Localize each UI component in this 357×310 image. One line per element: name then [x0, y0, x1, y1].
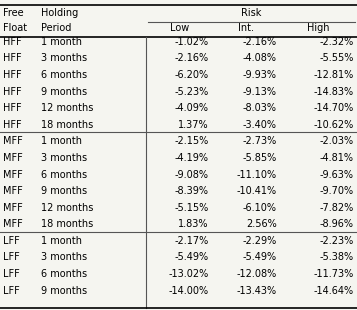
Text: -2.29%: -2.29%	[242, 236, 277, 246]
Text: -5.49%: -5.49%	[175, 252, 209, 263]
Text: -2.17%: -2.17%	[175, 236, 209, 246]
Text: -2.32%: -2.32%	[319, 37, 353, 47]
Text: -2.16%: -2.16%	[175, 53, 209, 64]
Text: LFF: LFF	[3, 269, 20, 279]
Text: -2.15%: -2.15%	[175, 136, 209, 146]
Text: 18 months: 18 months	[41, 120, 93, 130]
Text: -4.81%: -4.81%	[320, 153, 353, 163]
Text: -6.20%: -6.20%	[175, 70, 209, 80]
Text: -3.40%: -3.40%	[243, 120, 277, 130]
Text: -9.93%: -9.93%	[243, 70, 277, 80]
Text: 1.37%: 1.37%	[178, 120, 209, 130]
Text: -5.38%: -5.38%	[319, 252, 353, 263]
Text: 3 months: 3 months	[41, 53, 87, 64]
Text: -9.70%: -9.70%	[319, 186, 353, 196]
Text: 6 months: 6 months	[41, 70, 87, 80]
Text: Low: Low	[170, 23, 189, 33]
Text: HFF: HFF	[3, 37, 21, 47]
Text: -9.63%: -9.63%	[320, 170, 353, 179]
Text: -2.03%: -2.03%	[319, 136, 353, 146]
Text: -11.73%: -11.73%	[313, 269, 353, 279]
Text: -4.19%: -4.19%	[175, 153, 209, 163]
Text: 3 months: 3 months	[41, 153, 87, 163]
Text: 3 months: 3 months	[41, 252, 87, 263]
Text: LFF: LFF	[3, 236, 20, 246]
Text: MFF: MFF	[3, 186, 22, 196]
Text: -8.96%: -8.96%	[320, 219, 353, 229]
Text: -14.64%: -14.64%	[313, 286, 353, 296]
Text: 9 months: 9 months	[41, 86, 87, 97]
Text: 1 month: 1 month	[41, 236, 82, 246]
Text: 6 months: 6 months	[41, 269, 87, 279]
Text: -10.41%: -10.41%	[237, 186, 277, 196]
Text: High: High	[307, 23, 330, 33]
Text: -7.82%: -7.82%	[319, 203, 353, 213]
Text: -14.83%: -14.83%	[313, 86, 353, 97]
Text: MFF: MFF	[3, 153, 22, 163]
Text: LFF: LFF	[3, 252, 20, 263]
Text: MFF: MFF	[3, 203, 22, 213]
Text: 9 months: 9 months	[41, 286, 87, 296]
Text: -12.08%: -12.08%	[236, 269, 277, 279]
Text: -5.23%: -5.23%	[175, 86, 209, 97]
Text: Free: Free	[3, 8, 24, 18]
Text: Float: Float	[3, 23, 27, 33]
Text: 9 months: 9 months	[41, 186, 87, 196]
Text: 6 months: 6 months	[41, 170, 87, 179]
Text: -5.49%: -5.49%	[242, 252, 277, 263]
Text: -11.10%: -11.10%	[237, 170, 277, 179]
Text: HFF: HFF	[3, 86, 21, 97]
Text: -14.70%: -14.70%	[313, 103, 353, 113]
Text: -12.81%: -12.81%	[313, 70, 353, 80]
Text: -14.00%: -14.00%	[169, 286, 209, 296]
Text: -13.43%: -13.43%	[237, 286, 277, 296]
Text: -10.62%: -10.62%	[313, 120, 353, 130]
Text: -9.08%: -9.08%	[175, 170, 209, 179]
Text: -1.02%: -1.02%	[175, 37, 209, 47]
Text: Int.: Int.	[238, 23, 254, 33]
Text: -6.10%: -6.10%	[243, 203, 277, 213]
Text: LFF: LFF	[3, 286, 20, 296]
Text: Holding: Holding	[41, 8, 78, 18]
Text: -2.16%: -2.16%	[242, 37, 277, 47]
Text: MFF: MFF	[3, 170, 22, 179]
Text: -2.73%: -2.73%	[242, 136, 277, 146]
Text: HFF: HFF	[3, 103, 21, 113]
Text: HFF: HFF	[3, 120, 21, 130]
Text: 1.83%: 1.83%	[178, 219, 209, 229]
Text: Period: Period	[41, 23, 71, 33]
Text: 18 months: 18 months	[41, 219, 93, 229]
Text: -4.08%: -4.08%	[243, 53, 277, 64]
Text: MFF: MFF	[3, 136, 22, 146]
Text: 2.56%: 2.56%	[246, 219, 277, 229]
Text: -5.55%: -5.55%	[319, 53, 353, 64]
Text: -2.23%: -2.23%	[319, 236, 353, 246]
Text: -9.13%: -9.13%	[243, 86, 277, 97]
Text: MFF: MFF	[3, 219, 22, 229]
Text: 1 month: 1 month	[41, 136, 82, 146]
Text: HFF: HFF	[3, 70, 21, 80]
Text: 12 months: 12 months	[41, 203, 94, 213]
Text: Risk: Risk	[241, 8, 262, 18]
Text: 12 months: 12 months	[41, 103, 94, 113]
Text: -13.02%: -13.02%	[169, 269, 209, 279]
Text: -5.15%: -5.15%	[175, 203, 209, 213]
Text: 1 month: 1 month	[41, 37, 82, 47]
Text: -8.03%: -8.03%	[243, 103, 277, 113]
Text: HFF: HFF	[3, 53, 21, 64]
Text: -8.39%: -8.39%	[175, 186, 209, 196]
Text: -4.09%: -4.09%	[175, 103, 209, 113]
Text: -5.85%: -5.85%	[242, 153, 277, 163]
